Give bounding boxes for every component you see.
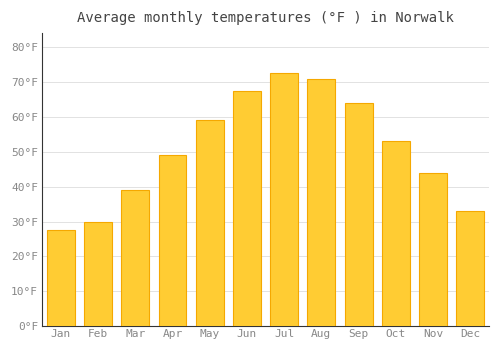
Bar xyxy=(382,141,410,326)
Bar xyxy=(84,222,112,326)
Bar xyxy=(158,155,186,326)
Bar xyxy=(419,173,447,326)
Bar xyxy=(308,78,336,326)
Bar xyxy=(270,73,298,326)
Bar xyxy=(47,230,75,326)
Bar xyxy=(196,120,224,326)
Bar xyxy=(456,211,484,326)
Bar xyxy=(344,103,372,326)
Bar xyxy=(233,91,261,326)
Bar xyxy=(122,190,150,326)
Title: Average monthly temperatures (°F ) in Norwalk: Average monthly temperatures (°F ) in No… xyxy=(77,11,454,25)
